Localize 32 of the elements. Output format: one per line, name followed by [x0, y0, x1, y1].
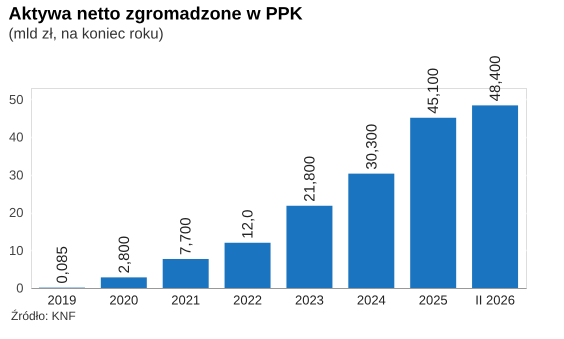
- bar: [224, 242, 271, 288]
- bar: [100, 277, 147, 288]
- x-tick-label: 2019: [47, 292, 76, 308]
- y-tick-label: 40: [9, 130, 24, 145]
- data-label: 48,400: [487, 55, 504, 102]
- bar: [348, 174, 394, 288]
- text: Źródło: KNF: [11, 309, 76, 323]
- data-label: 30,300: [363, 124, 380, 170]
- bar: [410, 118, 456, 288]
- x-tick-label: 2020: [109, 292, 138, 308]
- bar: [286, 206, 332, 288]
- bar: [162, 258, 209, 288]
- x-tick-label: 2025: [418, 292, 448, 308]
- bar: [472, 105, 518, 288]
- data-label: 12,0: [240, 210, 257, 239]
- y-tick-label: 10: [9, 242, 24, 258]
- chart-title: Aktywa netto zgromadzone w PPK: [8, 3, 303, 24]
- y-tick-label: 20: [9, 205, 24, 220]
- y-tick-label: 50: [9, 92, 24, 107]
- data-label: 2,800: [116, 236, 133, 274]
- x-tick-label: 2024: [356, 292, 386, 308]
- data-label: 7,700: [178, 217, 195, 255]
- data-label: 21,800: [301, 156, 318, 202]
- y-tick-label: 0: [16, 280, 24, 296]
- data-label: 45,100: [425, 68, 442, 114]
- x-tick-label: 2022: [233, 292, 262, 308]
- x-tick-label: 2023: [294, 292, 324, 308]
- y-tick-label: 30: [9, 167, 24, 182]
- chart-subtitle: (mld zł, na koniec roku): [8, 25, 164, 42]
- x-tick-label: II 2026: [475, 292, 515, 308]
- x-tick-label: 2021: [171, 292, 200, 308]
- data-label: 0,085: [54, 246, 71, 284]
